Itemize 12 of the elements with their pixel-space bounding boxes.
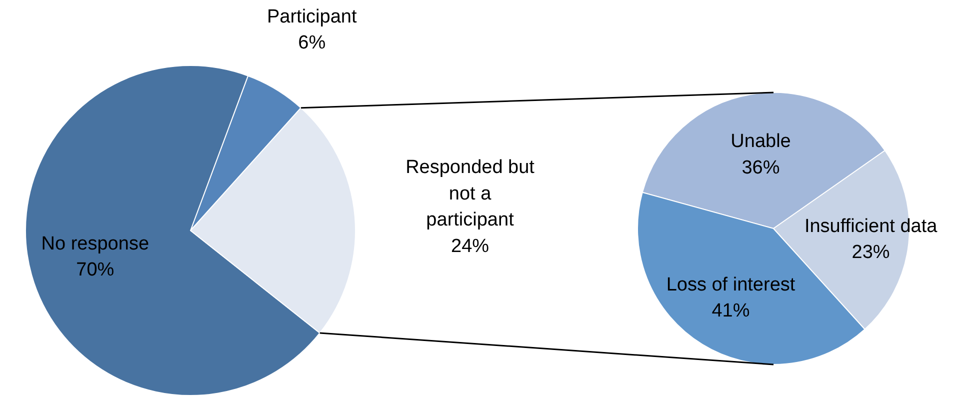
slice-label: Insufficient data (804, 216, 938, 237)
data-label: 41% (712, 300, 750, 322)
data-label: 36% (742, 157, 780, 178)
data-label: 70% (76, 260, 114, 281)
slice-label: Loss of interest (666, 274, 796, 296)
slice-label: Unable (730, 131, 791, 152)
data-label: 24% (451, 236, 490, 257)
data-label: 23% (852, 242, 890, 264)
data-label: 6% (298, 32, 326, 54)
slice-label: Participant (266, 6, 358, 28)
slice-label: No response (41, 234, 150, 254)
slice-label: Responded but not a participant (406, 157, 536, 231)
